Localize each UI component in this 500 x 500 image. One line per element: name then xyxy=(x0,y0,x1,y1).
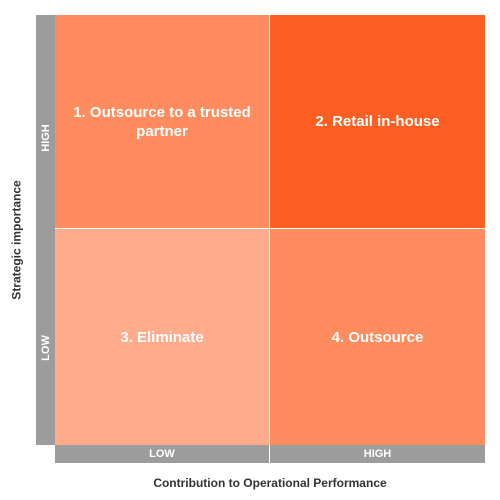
x-axis-bar: LOW HIGH xyxy=(55,445,485,463)
y-tick-low: LOW xyxy=(36,328,55,368)
quadrant-1-label: 1. Outsource to a trusted partner xyxy=(73,103,251,140)
y-tick-high-label: HIGH xyxy=(39,124,52,152)
quadrant-eliminate: 3. Eliminate xyxy=(55,229,269,445)
y-tick-high: HIGH xyxy=(36,118,55,158)
y-axis-bar: HIGH LOW xyxy=(36,15,55,445)
x-tick-high: HIGH xyxy=(363,448,392,460)
quadrant-4-label: 4. Outsource xyxy=(331,328,424,346)
y-axis-title: Strategic importance xyxy=(5,180,29,299)
quadrant-outsource-trusted-partner: 1. Outsource to a trusted partner xyxy=(55,15,269,228)
quadrant-retail-in-house: 2. Retail in-house xyxy=(270,15,485,228)
matrix-grid: 1. Outsource to a trusted partner 2. Ret… xyxy=(55,15,485,445)
x-tick-low: LOW xyxy=(149,448,175,460)
x-axis-divider xyxy=(269,445,270,463)
x-axis-title: Contribution to Operational Performance xyxy=(153,476,387,490)
quadrant-3-label: 3. Eliminate xyxy=(120,328,204,346)
quadrant-2-label: 2. Retail in-house xyxy=(315,113,440,130)
y-tick-low-label: LOW xyxy=(39,335,52,361)
y-axis-title-text: Strategic importance xyxy=(10,180,24,300)
quadrant-outsource: 4. Outsource xyxy=(270,229,485,445)
